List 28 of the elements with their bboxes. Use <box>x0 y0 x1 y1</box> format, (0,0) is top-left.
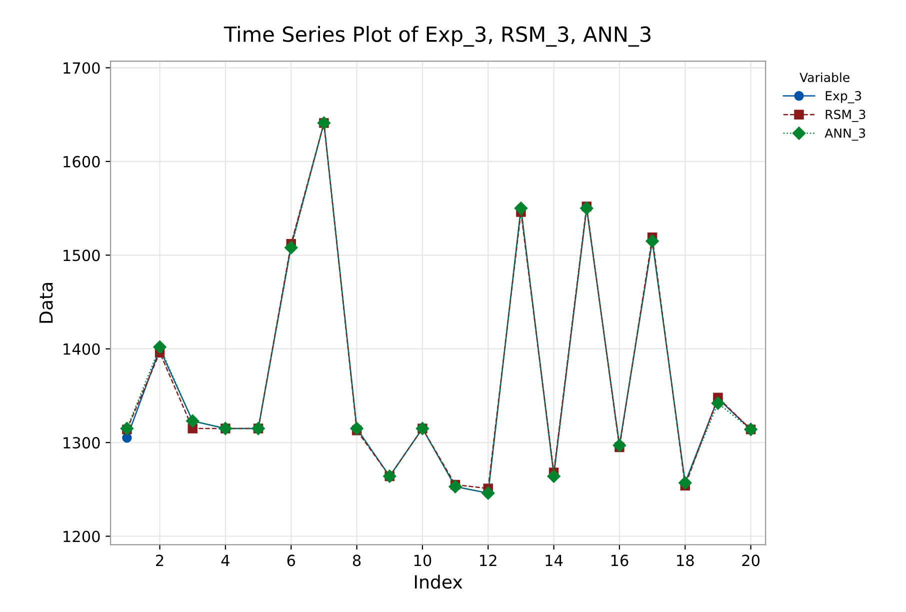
x-tick-label: 16 <box>611 554 628 566</box>
point <box>284 241 298 254</box>
point <box>153 340 166 354</box>
x-tick-label: 12 <box>480 554 496 566</box>
x-tick-label: 8 <box>352 554 361 566</box>
y-tick-label: 1600 <box>64 156 100 168</box>
x-tick-label: 4 <box>221 554 230 566</box>
x-tick-label: 20 <box>742 554 760 566</box>
x-tick-label: 6 <box>287 554 296 566</box>
point <box>120 422 134 436</box>
y-tick-label: 1300 <box>64 437 100 449</box>
legend-label: ANN_3 <box>824 128 866 141</box>
x-tick-label: 2 <box>156 554 164 566</box>
point <box>547 470 560 483</box>
y-tick-label: 1200 <box>64 530 100 542</box>
y-tick-label: 1400 <box>64 343 100 355</box>
legend-title: Variable <box>800 72 850 82</box>
chart-title: Time Series Plot of Exp_3, RSM_3, ANN_3 <box>224 26 650 47</box>
legend-label: Exp_3 <box>826 91 862 104</box>
point <box>711 396 725 410</box>
y-tick-label: 1700 <box>64 62 100 74</box>
legend-label: RSM_3 <box>826 110 866 122</box>
x-axis-title: Index <box>414 574 462 589</box>
x-tick-label: 14 <box>546 554 563 566</box>
y-axis-title: Data <box>39 283 53 323</box>
x-tick-label: 18 <box>677 554 694 566</box>
y-tick-label: 1500 <box>64 250 100 262</box>
x-tick-label: 10 <box>414 554 432 566</box>
